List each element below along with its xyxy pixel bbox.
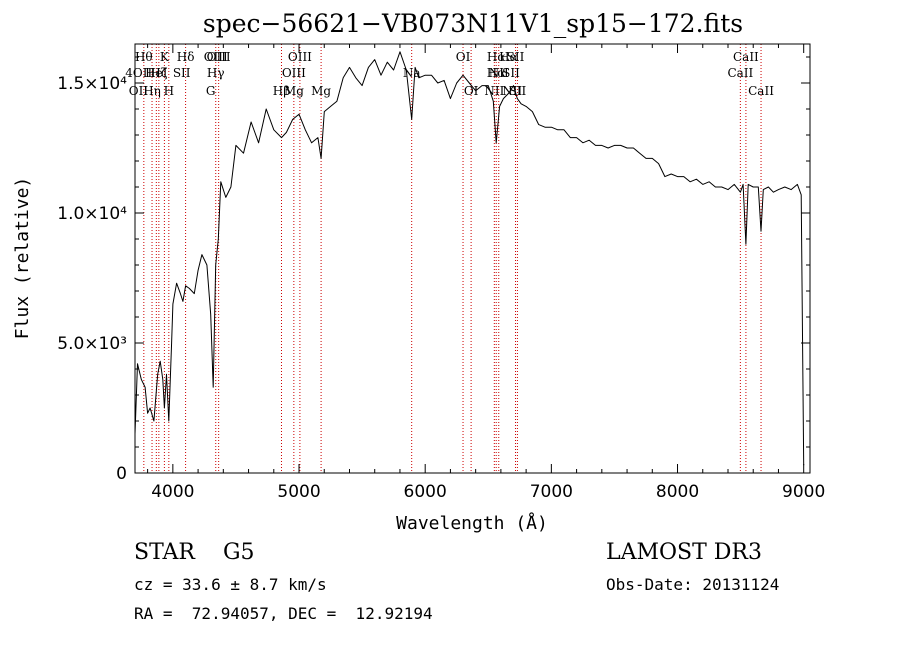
x-tick-label-4: 8000 — [656, 482, 699, 502]
line-label-6: Hδ — [177, 50, 195, 64]
extra-line-label-1: 4OII — [125, 66, 152, 80]
x-tick-label-5: 9000 — [782, 482, 825, 502]
x-axis-ticks: 4000 5000 6000 7000 8000 9000 — [147, 44, 825, 502]
line-label-20: SII — [509, 84, 527, 98]
line-label-17: Hα — [487, 50, 506, 64]
coordinates-readout: RA = 72.94057, DEC = 12.92194 — [134, 604, 433, 623]
line-label-2: HeI — [145, 66, 168, 80]
emission-line-markers — [143, 44, 762, 473]
line-label-15: OI — [464, 84, 479, 98]
extra-line-label-2: SII — [173, 66, 191, 80]
extra-line-label-8: NII — [502, 84, 522, 98]
spectrum-line — [134, 51, 805, 466]
y-tick-label-2: 1.0×10⁴ — [57, 204, 127, 224]
line-label-5: H — [164, 84, 174, 98]
x-tick-label-1: 5000 — [277, 482, 320, 502]
x-tick-label-2: 6000 — [404, 482, 447, 502]
line-label-12: Mg — [311, 84, 331, 98]
extra-line-label-9: Hα — [499, 50, 518, 64]
line-label-4: K — [160, 50, 170, 64]
x-tick-label-3: 7000 — [530, 482, 573, 502]
line-label-1: Hη — [143, 84, 161, 98]
object-subclass: G5 — [222, 540, 255, 565]
y-axis-label: Flux (relative) — [12, 177, 33, 340]
extra-line-label-0: OII — [129, 84, 149, 98]
object-class: STAR — [134, 540, 195, 565]
line-label-10: OIII — [282, 66, 306, 80]
line-label-14: OI — [456, 50, 471, 64]
line-label-3: Hζ — [150, 66, 167, 80]
line-label-18: NII — [489, 66, 509, 80]
line-label-0: Hθ — [135, 50, 153, 64]
line-label-7: Hγ — [207, 66, 225, 80]
extra-line-label-4: OIII — [204, 50, 228, 64]
y-tick-label-0: 0 — [116, 464, 127, 484]
x-tick-label-0: 4000 — [151, 482, 194, 502]
line-label-23: CaII — [748, 84, 774, 98]
chart-title: spec−56621−VB073N11V1_sp15−172.fits — [203, 9, 743, 38]
extra-line-label-7: SII — [502, 66, 520, 80]
y-tick-label-1: 5.0×10³ — [57, 334, 127, 354]
extra-line-label-5: Mg — [284, 84, 304, 98]
spectrum-series — [134, 51, 805, 466]
line-label-19: SII — [507, 50, 525, 64]
line-label-8: OIII — [207, 50, 231, 64]
extra-line-label-3: G — [206, 84, 216, 98]
redshift-readout: cz = 33.6 ± 8.7 km/s — [134, 575, 327, 594]
extra-line-label-6: Hα — [487, 66, 506, 80]
line-label-9: Hβ — [273, 84, 290, 98]
line-label-21: CaII — [727, 66, 753, 80]
line-label-11: OIII — [288, 50, 312, 64]
object-classification: STAR G5 — [134, 540, 255, 565]
plot-frame — [134, 43, 811, 474]
y-tick-label-3: 1.5×10⁴ — [57, 74, 127, 94]
survey-name: LAMOST DR3 — [606, 540, 762, 565]
x-axis-label: Wavelength (Å) — [396, 512, 548, 534]
observation-date: Obs-Date: 20131124 — [606, 575, 780, 594]
y-axis-ticks: 0 5.0×10³ 1.0×10⁴ 1.5×10⁴ — [57, 56, 810, 484]
line-label-22: CaII — [733, 50, 759, 64]
